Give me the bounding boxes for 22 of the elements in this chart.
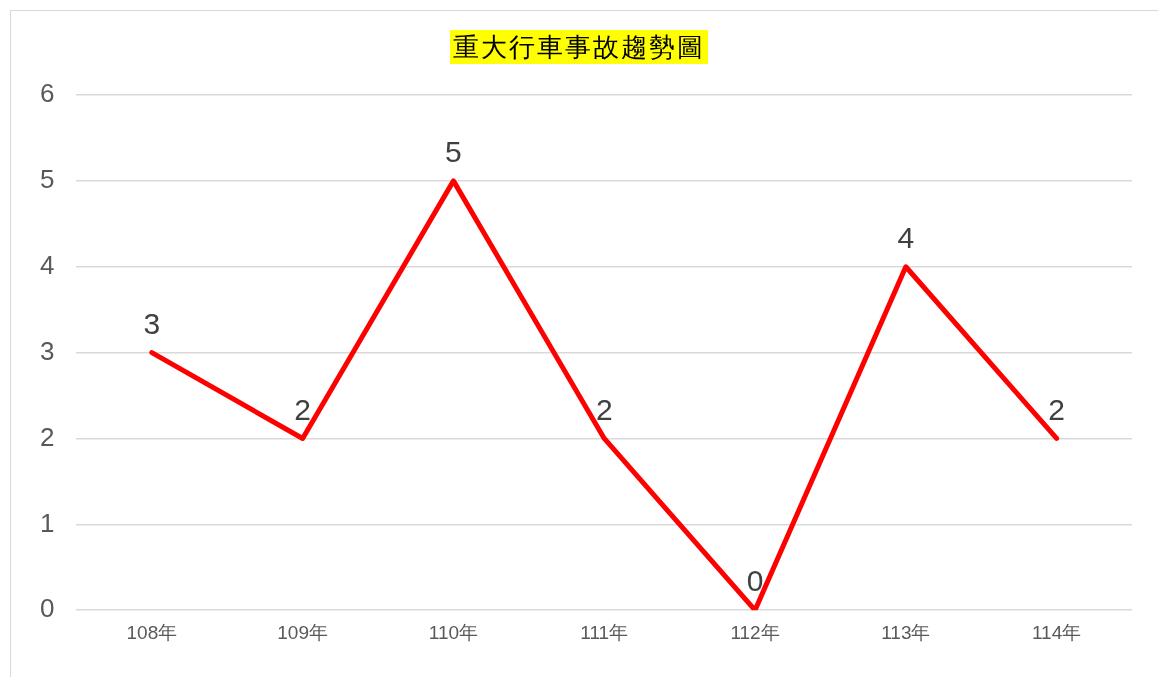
- x-tick-label: 108年: [126, 621, 178, 643]
- x-tick-label: 113年: [881, 621, 931, 643]
- y-tick-label: 6: [39, 78, 55, 109]
- data-label: 5: [445, 135, 462, 169]
- data-label: 2: [595, 392, 613, 426]
- y-tick-label: 5: [39, 164, 55, 195]
- chart-title: 重大行車事故趨勢圖: [450, 30, 708, 64]
- data-label: 2: [1048, 392, 1065, 426]
- x-tick-label: 111年: [580, 621, 629, 643]
- data-label: 2: [294, 392, 311, 426]
- y-tick-label: 2: [39, 421, 55, 452]
- y-tick-label: 1: [39, 507, 55, 538]
- x-tick-label: 110年: [428, 621, 479, 643]
- y-tick-label: 4: [39, 249, 55, 280]
- y-tick-label: 0: [39, 593, 55, 624]
- data-label: 4: [897, 221, 915, 254]
- data-label: 0: [746, 564, 764, 598]
- x-tick-label: 114年: [1031, 621, 1082, 643]
- data-label: 3: [143, 306, 161, 340]
- x-tick-label: 112年: [730, 621, 780, 643]
- y-tick-label: 3: [39, 335, 55, 366]
- x-tick-label: 109年: [277, 621, 328, 643]
